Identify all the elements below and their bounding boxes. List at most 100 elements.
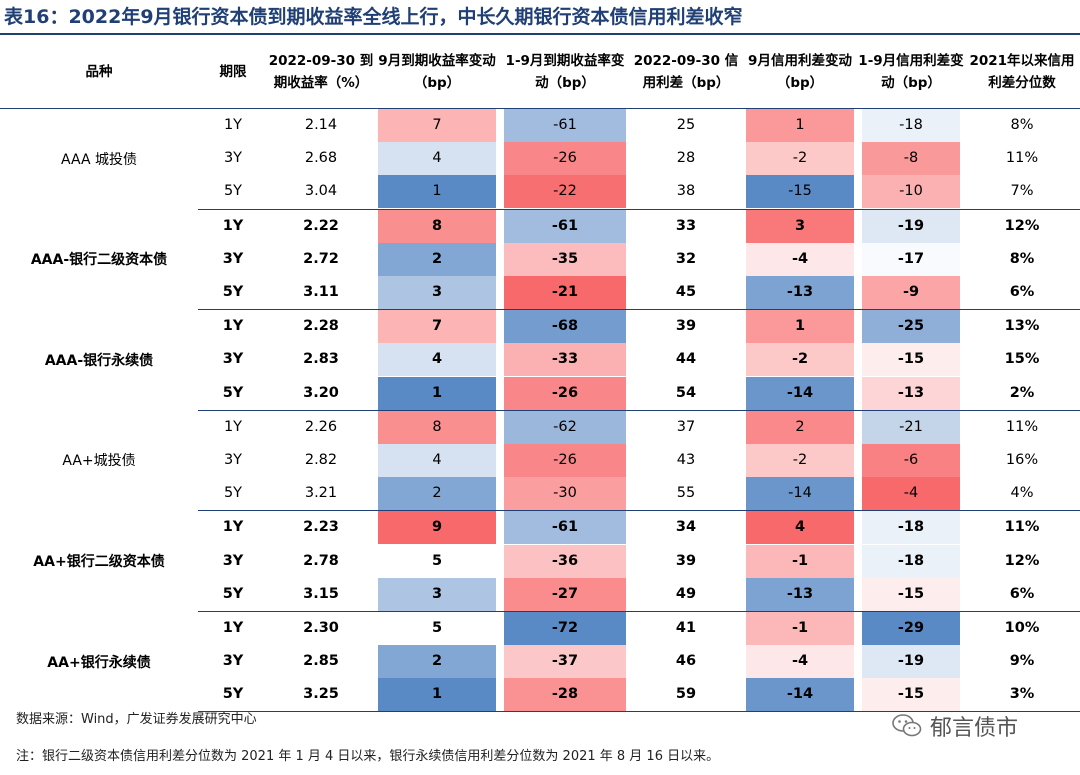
cell-value: 2.78 xyxy=(303,552,339,569)
spread-cell: 41 xyxy=(630,611,742,645)
monthly-spread-change-cell: -14 xyxy=(742,678,858,713)
table-row: 5Y 3.04 1 -22 38 -15 -10 7% xyxy=(0,175,1080,210)
cell-value: 45 xyxy=(675,284,697,301)
cell-value: 1Y xyxy=(222,519,244,536)
ytm-cell: 2.14 xyxy=(268,109,374,143)
cell-value: -4 xyxy=(746,242,854,276)
ytd-spread-change-cell: -18 xyxy=(858,511,964,545)
cell-value: -36 xyxy=(504,544,626,578)
spread-cell: 37 xyxy=(630,410,742,444)
cell-value: 2.83 xyxy=(303,351,339,368)
cell-value: 59 xyxy=(675,686,697,703)
ytm-cell: 3.15 xyxy=(268,577,374,612)
cell-value: 8 xyxy=(378,209,496,243)
cell-value: -29 xyxy=(862,611,960,645)
spread-percentile-cell: 11% xyxy=(964,410,1080,444)
term-cell: 5Y xyxy=(198,376,268,411)
cell-value: 1Y xyxy=(222,217,244,234)
header-label: 2022-09-30 到期收益率（%） xyxy=(268,53,374,91)
brand-watermark: 郁言债市 xyxy=(892,710,1018,742)
term-cell: 3Y xyxy=(198,544,268,577)
data-table: 品种 期限 2022-09-30 到期收益率（%） 9月到期收益率变动（bp） … xyxy=(0,36,1080,713)
cell-value: 3Y xyxy=(222,250,244,267)
cell-value: 5Y xyxy=(223,485,243,502)
monthly-spread-change-cell: -2 xyxy=(742,142,858,176)
monthly-spread-change-cell: -15 xyxy=(742,175,858,210)
cell-value: 7 xyxy=(378,310,496,344)
cell-value: 3.04 xyxy=(304,183,338,200)
monthly-spread-change-cell: -1 xyxy=(742,544,858,578)
term-cell: 1Y xyxy=(198,410,268,444)
cell-value: 10% xyxy=(1004,619,1040,636)
term-cell: 5Y xyxy=(198,477,268,512)
spread-percentile-cell: 15% xyxy=(964,343,1080,376)
monthly-spread-change-cell: 1 xyxy=(742,109,858,143)
ytd-spread-change-cell: -25 xyxy=(858,310,964,344)
title-rule xyxy=(0,33,1080,35)
cell-value: 1 xyxy=(378,678,496,712)
ytd-ytm-change-cell: -26 xyxy=(500,443,630,477)
table-row: AAA 城投债 1Y 2.14 7 -61 25 1 -18 8% xyxy=(0,109,1080,168)
cell-value: -18 xyxy=(862,511,960,545)
cell-value: 28 xyxy=(676,150,696,167)
cell-value: 2 xyxy=(746,410,854,444)
ytd-ytm-change-cell: -72 xyxy=(500,611,630,645)
term-cell: 3Y xyxy=(198,645,268,678)
cell-value: -26 xyxy=(504,443,626,477)
monthly-ytm-change-cell: 4 xyxy=(374,443,500,477)
monthly-ytm-change-cell: 3 xyxy=(374,275,500,311)
monthly-ytm-change-cell: 2 xyxy=(374,242,500,276)
header-cell: 2022-09-30 到期收益率（%） xyxy=(268,36,374,109)
cell-value: -27 xyxy=(504,577,626,611)
ytd-ytm-change-cell: -62 xyxy=(500,410,630,444)
cell-value: 34 xyxy=(675,519,697,536)
cell-value: -26 xyxy=(504,142,626,176)
cell-value: 5Y xyxy=(222,686,244,703)
ytd-spread-change-cell: -4 xyxy=(858,477,964,512)
monthly-spread-change-cell: -14 xyxy=(742,477,858,512)
ytd-spread-change-cell: -29 xyxy=(858,611,964,645)
cell-value: -2 xyxy=(746,443,854,477)
cell-value: 33 xyxy=(675,217,697,234)
ytm-cell: 2.83 xyxy=(268,343,374,376)
ytd-ytm-change-cell: -68 xyxy=(500,310,630,344)
table-row: AA+城投债 1Y 2.26 8 -62 37 2 -21 11% xyxy=(0,410,1080,469)
cell-value: 4 xyxy=(746,511,854,545)
monthly-ytm-change-cell: 1 xyxy=(374,678,500,713)
cell-value: 3% xyxy=(1009,686,1035,703)
spread-cell: 44 xyxy=(630,343,742,376)
cell-value: 2.85 xyxy=(303,653,339,670)
table-row: 5Y 3.21 2 -30 55 -14 -4 4% xyxy=(0,477,1080,512)
cell-value: 2.14 xyxy=(304,117,338,134)
table-row: AAA-银行永续债 1Y 2.28 7 -68 39 1 -25 13% xyxy=(0,310,1080,369)
monthly-spread-change-cell: -4 xyxy=(742,242,858,276)
cell-value: 2 xyxy=(378,477,496,511)
header-label: 1-9月到期收益率变动（bp） xyxy=(505,53,625,91)
cell-value: -28 xyxy=(504,678,626,712)
term-cell: 1Y xyxy=(198,310,268,344)
header-row: 品种 期限 2022-09-30 到期收益率（%） 9月到期收益率变动（bp） … xyxy=(0,36,1080,109)
cell-value: 2.28 xyxy=(303,318,339,335)
term-cell: 5Y xyxy=(198,577,268,612)
header-cell: 期限 xyxy=(198,36,268,109)
spread-percentile-cell: 10% xyxy=(964,611,1080,645)
cell-value: 7% xyxy=(1010,183,1034,200)
variety-cell: AAA-银行永续债 xyxy=(44,352,154,369)
cell-value: 4 xyxy=(378,343,496,377)
cell-value: -4 xyxy=(746,645,854,679)
cell-value: 11% xyxy=(1005,418,1039,435)
ytd-ytm-change-cell: -28 xyxy=(500,678,630,713)
table-row: 3Y 2.82 4 -26 43 -2 -6 16% xyxy=(0,443,1080,477)
cell-value: 8% xyxy=(1009,250,1035,267)
cell-value: 3 xyxy=(746,209,854,243)
cell-value: -33 xyxy=(504,343,626,377)
variety-cell: AA+银行二级资本债 xyxy=(33,554,165,571)
header-label: 1-9月信用利差变动（bp） xyxy=(858,53,964,91)
spread-percentile-cell: 6% xyxy=(964,577,1080,612)
spread-cell: 39 xyxy=(630,310,742,344)
table-row: 5Y 3.15 3 -27 49 -13 -15 6% xyxy=(0,577,1080,612)
spread-cell: 33 xyxy=(630,209,742,243)
cell-value: 3.25 xyxy=(303,686,339,703)
cell-value: -21 xyxy=(504,276,626,310)
cell-value: 3Y xyxy=(222,351,244,368)
